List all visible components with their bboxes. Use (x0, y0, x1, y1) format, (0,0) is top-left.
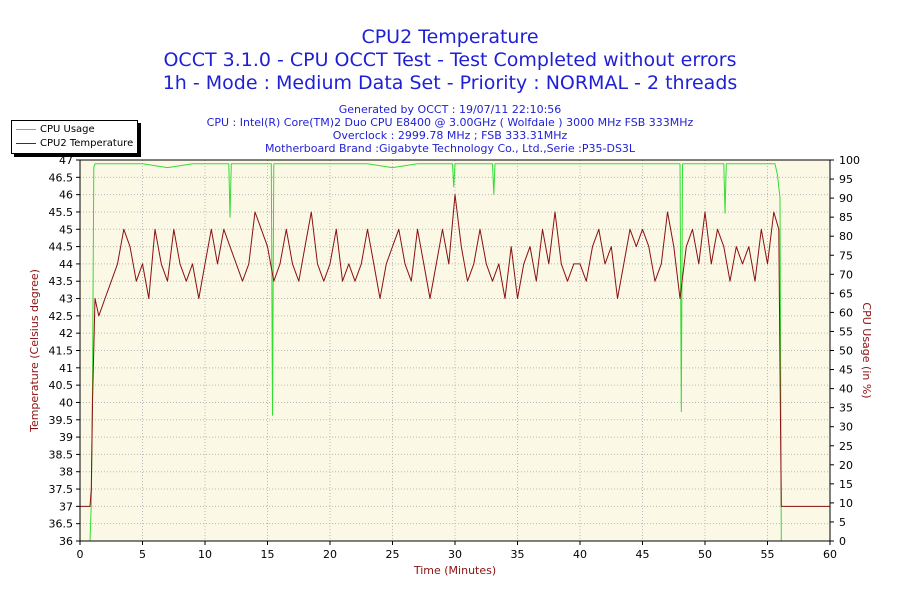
y-tick-label-left: 42.5 (49, 310, 74, 323)
y-tick-label-left: 41.5 (49, 345, 74, 358)
y-tick-label-left: 41 (59, 362, 73, 375)
y-tick-label-left: 40 (59, 396, 73, 409)
chart-subtitle-mode: 1h - Mode : Medium Data Set - Priority :… (162, 72, 738, 94)
y-tick-label-right: 65 (839, 287, 853, 300)
x-axis-label: Time (Minutes) (413, 564, 496, 577)
y-tick-label-right: 80 (839, 230, 853, 243)
chart-legend: CPU Usage CPU2 Temperature (11, 120, 138, 154)
plot-area (80, 160, 830, 541)
y-tick-label-right: 60 (839, 306, 853, 319)
series-line-cpu2-temperature (80, 194, 830, 507)
y-tick-label-right: 70 (839, 268, 853, 281)
info-overclock: Overclock : 2999.78 MHz ; FSB 333.31MHz (332, 129, 568, 142)
y-tick-label-left: 37.5 (49, 483, 74, 496)
x-tick-label: 25 (386, 548, 400, 561)
y-tick-label-right: 90 (839, 192, 853, 205)
y-tick-label-left: 45.5 (49, 206, 74, 219)
y-tick-label-left: 42 (59, 327, 73, 340)
x-tick-label: 50 (698, 548, 712, 561)
chart-title: CPU2 Temperature (361, 26, 539, 48)
y-tick-label-right: 50 (839, 345, 853, 358)
y-tick-label-left: 38 (59, 466, 73, 479)
y-tick-label-right: 10 (839, 497, 853, 510)
y-tick-label-right: 5 (839, 516, 846, 529)
x-tick-label: 40 (573, 548, 587, 561)
series-line-cpu-usage (89, 163, 782, 542)
y-tick-label-left: 46.5 (49, 171, 74, 184)
x-tick-label: 20 (323, 548, 337, 561)
x-tick-label: 5 (139, 548, 146, 561)
y-tick-label-right: 25 (839, 440, 853, 453)
y-tick-label-left: 36 (59, 535, 73, 548)
y-axis-label-left: Temperature (Celsius degree) (28, 269, 41, 433)
info-generated: Generated by OCCT : 19/07/11 22:10:56 (338, 103, 562, 116)
y-tick-label-right: 35 (839, 402, 853, 415)
x-tick-label: 55 (761, 548, 775, 561)
y-tick-label-right: 40 (839, 383, 853, 396)
y-tick-label-right: 45 (839, 364, 853, 377)
y-tick-label-left: 47 (59, 154, 73, 167)
info-motherboard: Motherboard Brand :Gigabyte Technology C… (264, 142, 636, 155)
y-tick-label-right: 100 (839, 154, 860, 167)
x-tick-label: 30 (448, 548, 462, 561)
y-tick-label-left: 45 (59, 223, 73, 236)
y-tick-label-right: 55 (839, 325, 853, 338)
y-tick-label-left: 44 (59, 258, 73, 271)
x-tick-label: 35 (511, 548, 525, 561)
legend-label-cpu-usage: CPU Usage (40, 124, 95, 135)
y-tick-label-left: 46 (59, 189, 73, 202)
x-tick-label: 45 (636, 548, 650, 561)
x-tick-label: 0 (77, 548, 84, 561)
y-tick-label-right: 95 (839, 173, 853, 186)
y-tick-label-left: 44.5 (49, 241, 74, 254)
y-tick-label-left: 39.5 (49, 414, 74, 427)
y-tick-label-left: 43.5 (49, 275, 74, 288)
y-axis-label-right: CPU Usage (in %) (860, 302, 873, 398)
x-tick-label: 15 (261, 548, 275, 561)
tick-labels: 0 5 10 15 20 25 30 35 40 45 50 55 603636.53737.53838… (49, 154, 861, 561)
plot-frame (79, 159, 831, 542)
chart-subtitle-test: OCCT 3.1.0 - CPU OCCT Test - Test Comple… (163, 49, 737, 71)
y-tick-label-left: 39 (59, 431, 73, 444)
grid-lines (79, 159, 831, 542)
legend-swatch-cpu2-temperature (16, 142, 36, 144)
y-tick-label-right: 20 (839, 459, 853, 472)
y-tick-label-left: 43 (59, 293, 73, 306)
y-tick-label-left: 40.5 (49, 379, 74, 392)
y-tick-label-right: 75 (839, 249, 853, 262)
x-tick-label: 60 (823, 548, 837, 561)
y-tick-label-left: 36.5 (49, 518, 74, 531)
legend-item-cpu2-temperature: CPU2 Temperature (16, 138, 133, 150)
legend-swatch-cpu-usage (16, 128, 36, 130)
legend-item-cpu-usage: CPU Usage (16, 124, 95, 136)
y-tick-label-right: 15 (839, 478, 853, 491)
legend-label-cpu2-temperature: CPU2 Temperature (40, 138, 134, 149)
y-tick-label-right: 85 (839, 211, 853, 224)
y-tick-label-left: 37 (59, 500, 73, 513)
y-tick-label-right: 0 (839, 535, 846, 548)
series-layer (80, 163, 830, 542)
info-cpu: CPU : Intel(R) Core(TM)2 Duo CPU E8400 @… (206, 116, 694, 129)
y-tick-label-right: 30 (839, 421, 853, 434)
x-tick-label: 10 (198, 548, 212, 561)
y-tick-label-left: 38.5 (49, 448, 74, 461)
